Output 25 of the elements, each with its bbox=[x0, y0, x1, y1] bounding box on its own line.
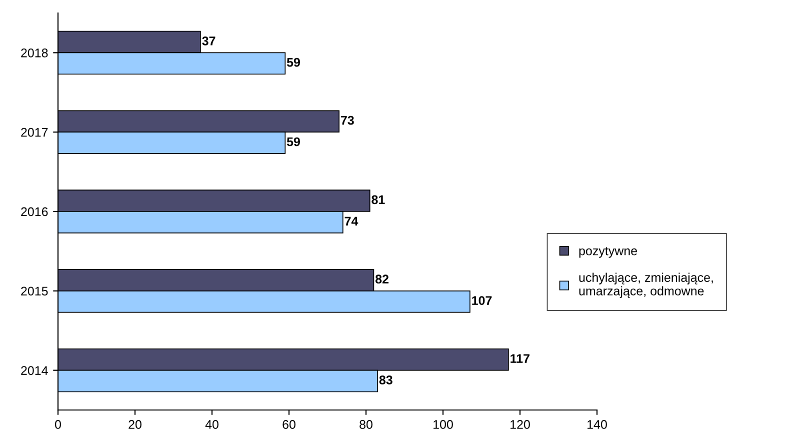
y-tick-label: 2016 bbox=[21, 207, 48, 216]
x-tick-label: 60 bbox=[282, 420, 296, 429]
x-tick-label: 120 bbox=[510, 420, 530, 429]
y-tick-label: 2018 bbox=[21, 48, 48, 58]
data-label: 81 bbox=[372, 195, 385, 204]
data-label: 59 bbox=[286, 58, 300, 67]
data-label: 73 bbox=[340, 116, 354, 125]
x-tick-label: 0 bbox=[55, 420, 61, 429]
legend-label: pozytywne bbox=[579, 247, 637, 258]
data-label: 74 bbox=[344, 216, 358, 226]
x-tick-label: 40 bbox=[205, 420, 218, 429]
data-label: 107 bbox=[472, 296, 492, 305]
x-tick-label: 100 bbox=[434, 420, 453, 429]
x-tick-label: 80 bbox=[360, 420, 372, 429]
x-tick-label: 140 bbox=[588, 420, 607, 429]
data-label: 37 bbox=[202, 36, 216, 46]
y-tick-label: 2017 bbox=[21, 128, 48, 137]
x-tick-label: 20 bbox=[128, 420, 142, 429]
legend-label: uchylające, zmieniające, umarzające, odmowne bbox=[579, 272, 713, 298]
data-label: 117 bbox=[510, 354, 530, 363]
data-label: 59 bbox=[286, 137, 300, 146]
y-tick-label: 2015 bbox=[21, 286, 48, 296]
data-label: 83 bbox=[379, 376, 392, 384]
y-tick-label: 2014 bbox=[21, 366, 48, 375]
data-label: 82 bbox=[375, 274, 388, 284]
